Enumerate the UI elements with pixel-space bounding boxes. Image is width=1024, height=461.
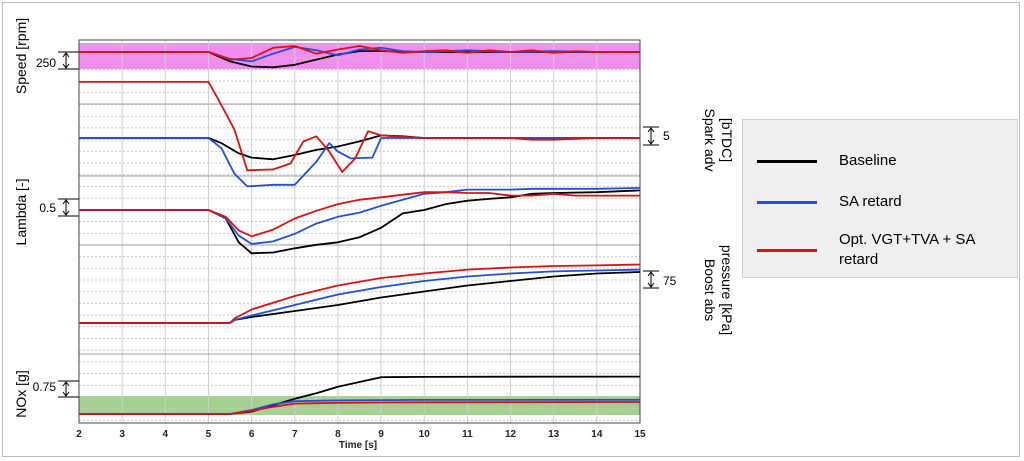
- legend-swatch-opt: [757, 249, 817, 252]
- x-tick-label: 15: [634, 429, 646, 440]
- x-tick-label: 4: [163, 429, 169, 440]
- scale-marker-arrow: [647, 139, 655, 145]
- grid-lines: [78, 40, 641, 423]
- legend-item-opt: Opt. VGT+TVA + SA retard: [743, 230, 1019, 268]
- x-tick-label: 3: [119, 429, 125, 440]
- series-line-spark-2: [79, 81, 640, 173]
- scale-value-label: 0.5: [39, 201, 56, 215]
- legend-label: Opt. VGT+TVA + SA retard: [839, 231, 975, 268]
- legend-label: Baseline: [839, 152, 897, 169]
- panel-label-line: pressure [kPa]: [719, 245, 735, 335]
- legend-swatch-sa-retard: [757, 201, 817, 204]
- series-line-nox-2: [79, 401, 641, 415]
- scale-value-label: 0.75: [33, 380, 57, 394]
- panel-label-line: [bTDC]: [719, 118, 735, 162]
- legend: Baseline SA retard Opt. VGT+TVA + SA ret…: [742, 119, 1018, 278]
- panel-label-line: Boost abs: [702, 259, 718, 321]
- scale-value-label: 5: [663, 129, 670, 143]
- series-line-boost-2: [79, 263, 641, 324]
- x-tick-label: 12: [505, 429, 517, 440]
- x-tick-label: 7: [292, 429, 298, 440]
- x-tick-label: 13: [548, 429, 560, 440]
- series-line-boost-1: [79, 268, 641, 324]
- scale-marker-arrow: [647, 271, 655, 277]
- legend-item-sa-retard: SA retard: [743, 190, 1019, 220]
- panel-label-spark: Spark adv [bTDC]: [702, 108, 735, 171]
- x-tick-label: 14: [591, 429, 603, 440]
- series-line-speed-2: [79, 45, 640, 61]
- legend-label: SA retard: [839, 193, 902, 210]
- highlight-bands: [79, 43, 640, 415]
- panel-label-speed: Speed [rpm]: [13, 18, 29, 94]
- panel-label-nox: NOx [g]: [13, 370, 29, 417]
- x-tick-label: 10: [419, 429, 431, 440]
- speed-band: [79, 43, 640, 69]
- panel-label-boost: Boost abs pressure [kPa]: [702, 245, 735, 335]
- panel-label-line: Spark adv: [702, 108, 718, 171]
- scale-marker-arrow: [62, 199, 70, 205]
- scale-marker-arrow: [62, 210, 70, 216]
- scale-marker-arrow: [647, 127, 655, 133]
- x-tick-label: 9: [378, 429, 384, 440]
- x-tick-label: 5: [206, 429, 212, 440]
- x-tick-label: 11: [462, 429, 473, 440]
- scale-marker-arrow: [62, 63, 70, 69]
- scale-marker-arrow: [647, 282, 655, 288]
- scale-marker-arrow: [62, 52, 70, 58]
- legend-item-baseline: Baseline: [743, 149, 1019, 179]
- scale-marker-arrow: [62, 381, 70, 387]
- scale-markers: 250 5 0.5 75 0.75: [33, 51, 677, 398]
- axis-labels: Speed [rpm] Spark adv [bTDC] Lambda [-] Boos…: [13, 18, 735, 418]
- x-axis-label: Time [s]: [339, 440, 377, 451]
- scale-marker-arrow: [62, 391, 70, 397]
- scale-value-label: 250: [36, 56, 56, 70]
- series-layer: [79, 45, 641, 415]
- x-tick-label: 6: [249, 429, 255, 440]
- x-tick-label: 2: [76, 429, 82, 440]
- series-line-spark-1: [79, 137, 640, 188]
- legend-swatch-baseline: [757, 160, 817, 163]
- x-ticks: 2 3 4 5 6 7 8 9 10 11 12 13 14 15 Time [s]: [76, 429, 646, 451]
- x-tick-label: 8: [335, 429, 341, 440]
- panel-label-lambda: Lambda [-]: [13, 179, 29, 246]
- plot-area: [78, 39, 641, 424]
- series-line-lambda-1: [79, 187, 641, 245]
- plot-border: [78, 39, 641, 424]
- scale-value-label: 75: [663, 274, 677, 288]
- series-line-lambda-2: [79, 191, 640, 238]
- nox-band: [79, 396, 640, 415]
